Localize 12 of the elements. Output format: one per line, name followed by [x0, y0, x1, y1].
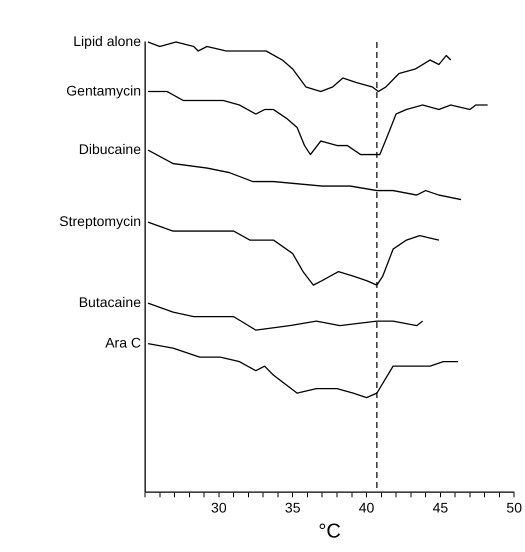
- x-tick-label: 50: [506, 499, 522, 516]
- x-axis-title: °C: [318, 520, 341, 543]
- series-label: Dibucaine: [78, 140, 142, 157]
- series-label: Butacaine: [78, 294, 142, 310]
- series-label: Lipid alone: [73, 32, 142, 49]
- series-label: Gentamycin: [66, 82, 141, 98]
- x-tick-label: 35: [284, 499, 301, 516]
- x-tick-label: 40: [358, 499, 375, 516]
- x-tick-label: 45: [432, 499, 448, 516]
- series-label: Ara C: [105, 334, 141, 350]
- series-label: Streptomycin: [59, 212, 141, 229]
- x-tick-label: 30: [211, 499, 227, 516]
